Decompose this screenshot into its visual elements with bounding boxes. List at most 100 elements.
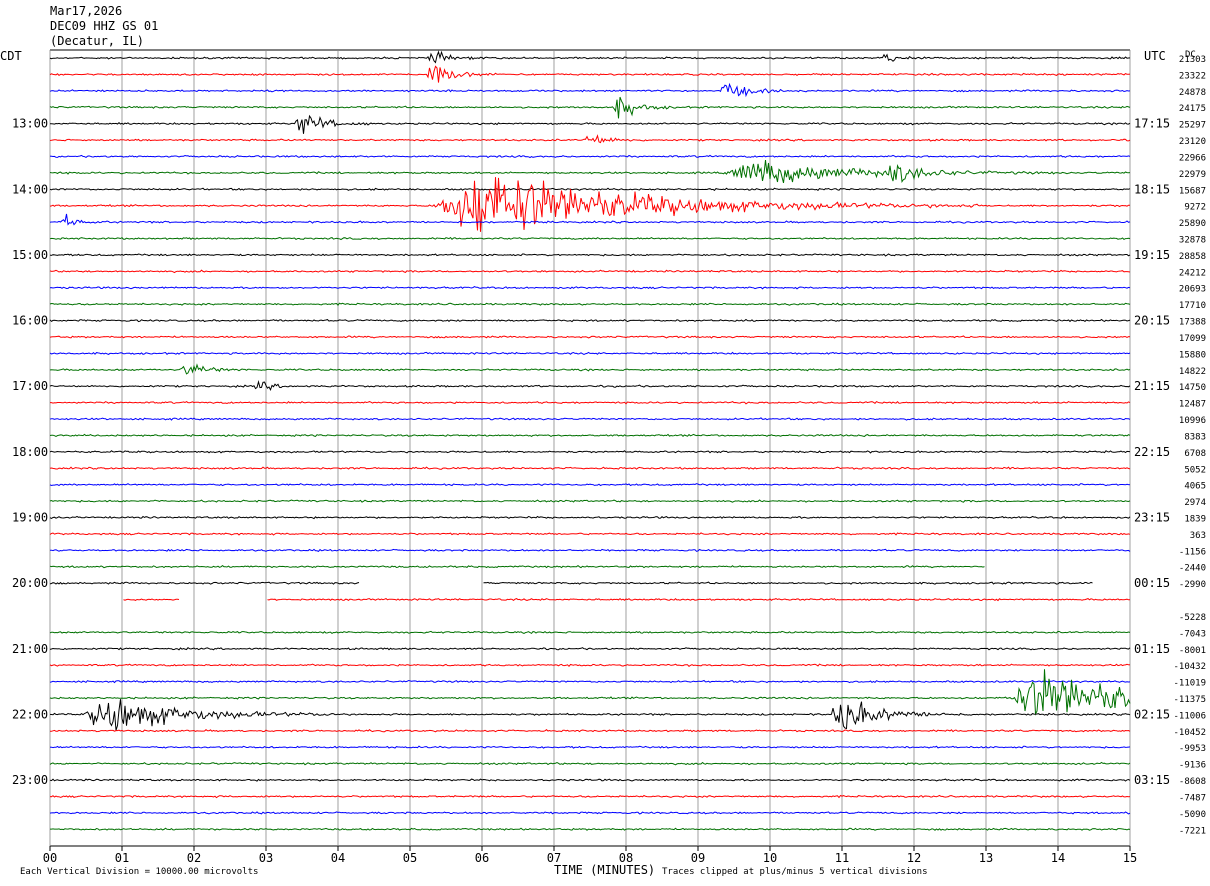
dc-offset-label: 1839 xyxy=(1184,514,1206,524)
trace-line xyxy=(49,160,1131,184)
dc-offset-label: 24878 xyxy=(1179,88,1206,98)
left-timezone-label: CDT xyxy=(0,49,22,63)
dc-offset-label: 363 xyxy=(1190,531,1206,541)
trace-line xyxy=(49,253,1131,257)
dc-offset-label: 23322 xyxy=(1179,71,1206,81)
trace-line xyxy=(49,417,1131,421)
right-time-label: 18:15 xyxy=(1134,182,1170,196)
dc-offset-label: 25890 xyxy=(1179,219,1206,229)
x-tick-label: 04 xyxy=(331,851,345,865)
dc-offset-label: -7043 xyxy=(1179,629,1206,639)
left-time-label: 22:00 xyxy=(12,707,48,721)
dc-offset-label: 24175 xyxy=(1179,104,1206,114)
trace-line xyxy=(50,400,1131,405)
x-axis-title: TIME (MINUTES) xyxy=(554,863,656,877)
right-time-label: 20:15 xyxy=(1134,314,1170,328)
trace-line xyxy=(49,96,1131,119)
trace-line xyxy=(49,499,1131,503)
left-time-label: 23:00 xyxy=(12,773,48,787)
right-time-label: 23:15 xyxy=(1134,510,1170,524)
x-tick-label: 10 xyxy=(763,851,777,865)
right-time-label: 02:15 xyxy=(1134,707,1170,721)
trace-line xyxy=(49,794,1131,799)
trace-line xyxy=(49,699,1131,731)
right-time-label: 00:15 xyxy=(1134,576,1170,590)
header-date: Mar17,2026 xyxy=(50,4,123,18)
trace-line xyxy=(49,213,1131,226)
left-time-label: 17:00 xyxy=(12,379,48,393)
trace-line xyxy=(49,154,1131,159)
dc-offset-label: -2990 xyxy=(1179,580,1206,590)
dc-offset-label: -11375 xyxy=(1173,695,1206,705)
dc-offset-label: -8001 xyxy=(1179,646,1206,656)
right-timezone-label: UTC xyxy=(1144,49,1166,63)
right-time-label: 17:15 xyxy=(1134,117,1170,131)
trace-line xyxy=(49,515,1131,520)
dc-offset-label: -10452 xyxy=(1173,728,1206,738)
trace-line xyxy=(49,379,1131,392)
dc-offset-label: 17099 xyxy=(1179,334,1206,344)
right-time-label: 21:15 xyxy=(1134,379,1170,393)
x-tick-label: 05 xyxy=(403,851,417,865)
right-time-label: 19:15 xyxy=(1134,248,1170,262)
dc-offset-label: -10432 xyxy=(1173,662,1206,672)
dc-offset-label: 12487 xyxy=(1179,400,1206,410)
left-time-label: 19:00 xyxy=(12,510,48,524)
dc-offset-label: 14750 xyxy=(1179,383,1206,393)
trace-line xyxy=(49,679,1131,684)
left-time-label: 14:00 xyxy=(12,182,48,196)
dc-offset-label: 4065 xyxy=(1184,482,1206,492)
x-tick-label: 07 xyxy=(547,851,561,865)
dc-offset-label: -2440 xyxy=(1179,564,1206,574)
x-tick-label: 15 xyxy=(1123,851,1137,865)
trace-line xyxy=(49,630,1131,635)
dc-offset-label: 32878 xyxy=(1179,236,1206,246)
header-location: (Decatur, IL) xyxy=(50,34,144,48)
trace-line xyxy=(49,433,1131,438)
right-time-label: 03:15 xyxy=(1134,773,1170,787)
trace-line xyxy=(49,50,1131,64)
trace-line xyxy=(50,114,1131,134)
dc-offset-label: -11006 xyxy=(1173,711,1206,721)
dc-offset-label: 24212 xyxy=(1179,268,1206,278)
dc-offset-label: -9136 xyxy=(1179,761,1206,771)
trace-line xyxy=(49,318,1131,323)
dc-offset-label: 6708 xyxy=(1184,449,1206,459)
trace-line xyxy=(49,745,1131,749)
dc-offset-label: 14822 xyxy=(1179,367,1206,377)
trace-line xyxy=(49,729,1131,733)
trace-line xyxy=(49,302,1131,306)
dc-offset-label: 15687 xyxy=(1179,186,1206,196)
x-tick-label: 11 xyxy=(835,851,849,865)
dc-offset-label: -5228 xyxy=(1179,613,1206,623)
left-time-label: 18:00 xyxy=(12,445,48,459)
dc-offset-label: 9272 xyxy=(1184,203,1206,213)
dc-offset-label: -7487 xyxy=(1179,793,1206,803)
trace-line xyxy=(49,811,1131,815)
trace-line xyxy=(49,548,1131,552)
left-time-label: 21:00 xyxy=(12,642,48,656)
left-time-label: 20:00 xyxy=(12,576,48,590)
dc-offset-label: 22966 xyxy=(1179,153,1206,163)
x-tick-label: 01 xyxy=(115,851,129,865)
trace-line xyxy=(49,669,1131,716)
dc-label: DC xyxy=(1185,50,1196,60)
left-time-label: 13:00 xyxy=(12,117,48,131)
dc-offset-label: -11019 xyxy=(1173,679,1206,689)
trace-line xyxy=(49,187,1131,191)
dc-offset-label: -8608 xyxy=(1179,777,1206,787)
trace-line xyxy=(49,663,1131,668)
trace-line xyxy=(49,483,1131,487)
dc-offset-label: 20693 xyxy=(1179,285,1206,295)
dc-offset-label: 17710 xyxy=(1179,301,1206,311)
trace-line xyxy=(49,647,1131,651)
x-tick-label: 14 xyxy=(1051,851,1065,865)
dc-offset-label: 21303 xyxy=(1179,55,1206,65)
trace-line xyxy=(49,236,1131,241)
trace-line xyxy=(49,450,1131,454)
dc-offset-label: 10996 xyxy=(1179,416,1206,426)
trace-line xyxy=(49,564,985,569)
right-time-label: 01:15 xyxy=(1134,642,1170,656)
trace-line xyxy=(49,65,1131,83)
dc-offset-label: 15880 xyxy=(1179,350,1206,360)
